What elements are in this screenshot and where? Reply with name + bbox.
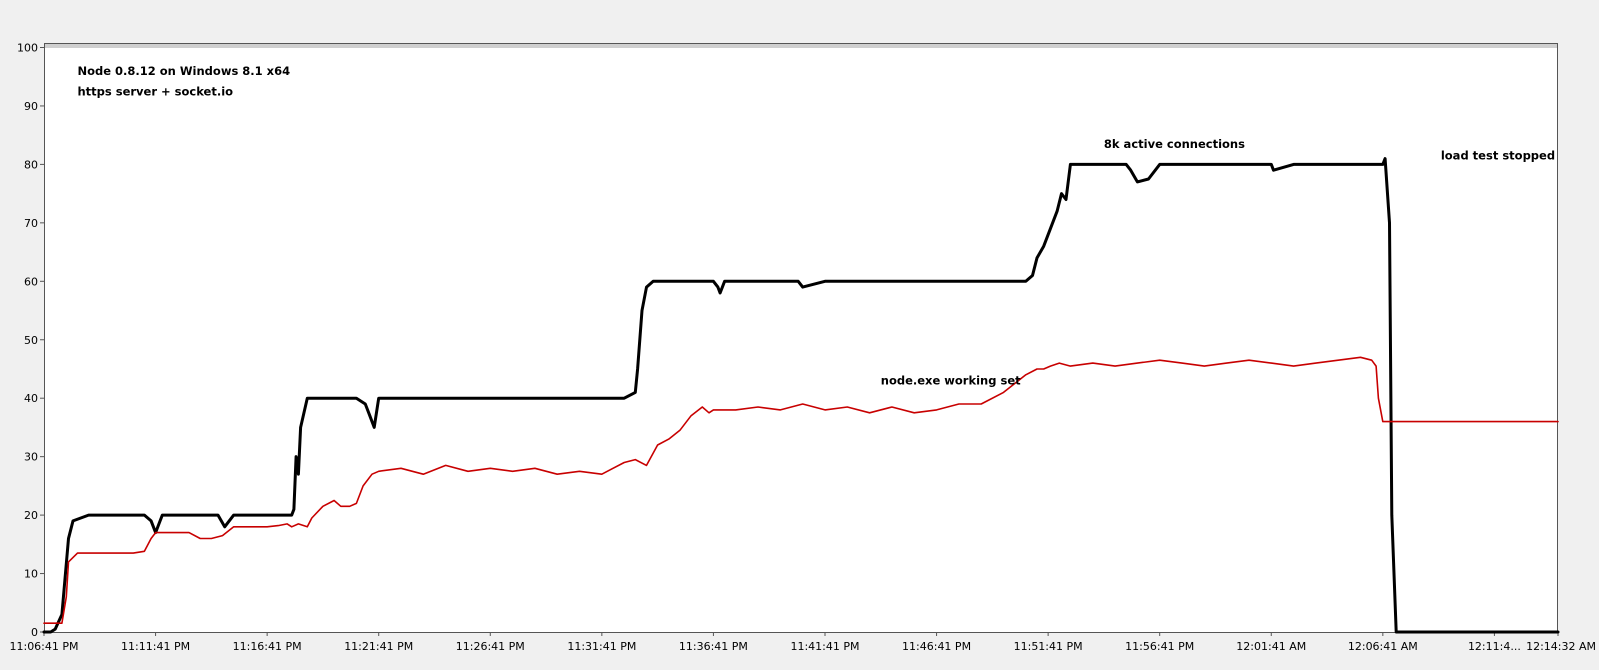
x-tick-label: 11:06:41 PM xyxy=(9,640,78,653)
y-tick-label: 70 xyxy=(24,217,38,230)
x-tick-label: 11:36:41 PM xyxy=(679,640,748,653)
plot-top-band xyxy=(44,43,1558,48)
y-tick-label: 90 xyxy=(24,100,38,113)
series-line-2 xyxy=(43,356,1559,625)
x-tick-label: 12:11:4... xyxy=(1468,640,1521,653)
series-line-1 xyxy=(42,157,1560,634)
x-tick-label: 11:56:41 PM xyxy=(1125,640,1194,653)
y-tick-label: 80 xyxy=(24,158,38,171)
x-tick-label: 11:41:41 PM xyxy=(790,640,859,653)
annotation-label: load test stopped xyxy=(1441,149,1555,163)
x-tick-label: 11:21:41 PM xyxy=(344,640,413,653)
x-tick-label: 11:46:41 PM xyxy=(902,640,971,653)
annotation-label: node.exe working set xyxy=(881,374,1021,388)
x-tick-label: 11:51:41 PM xyxy=(1014,640,1083,653)
x-tick-label: 11:31:41 PM xyxy=(567,640,636,653)
x-tick-label: 12:14:32 AM xyxy=(1526,640,1596,653)
annotation-layer: Node 0.8.12 on Windows 8.1 x64 https serv… xyxy=(77,64,1555,388)
y-tick-label: 30 xyxy=(24,451,38,464)
x-tick-label: 11:16:41 PM xyxy=(233,640,302,653)
annotation-label: https server + socket.io xyxy=(77,84,233,98)
x-tick-label: 11:11:41 PM xyxy=(121,640,190,653)
y-axis-ticks: 0 10 20 30 40 50 60 70 80 90 100 xyxy=(17,42,44,639)
x-tick-label: 12:01:41 AM xyxy=(1236,640,1306,653)
y-tick-label: 40 xyxy=(24,392,38,405)
x-tick-label: 12:06:41 AM xyxy=(1348,640,1418,653)
plot-area xyxy=(44,47,1558,633)
x-tick-label: 11:26:41 PM xyxy=(456,640,525,653)
y-tick-label: 20 xyxy=(24,509,38,522)
annotation-label: 8k active connections xyxy=(1104,137,1245,151)
y-tick-label: 100 xyxy=(17,42,38,55)
y-tick-label: 0 xyxy=(31,626,38,639)
y-tick-label: 50 xyxy=(24,334,38,347)
y-tick-label: 10 xyxy=(24,568,38,581)
y-tick-label: 60 xyxy=(24,275,38,288)
annotation-label: Node 0.8.12 on Windows 8.1 x64 xyxy=(77,64,290,78)
series-layer xyxy=(42,157,1560,634)
x-axis-ticks: 11:06:41 PM 11:11:41 PM 11:16:41 PM 11:21:4… xyxy=(9,632,1596,653)
